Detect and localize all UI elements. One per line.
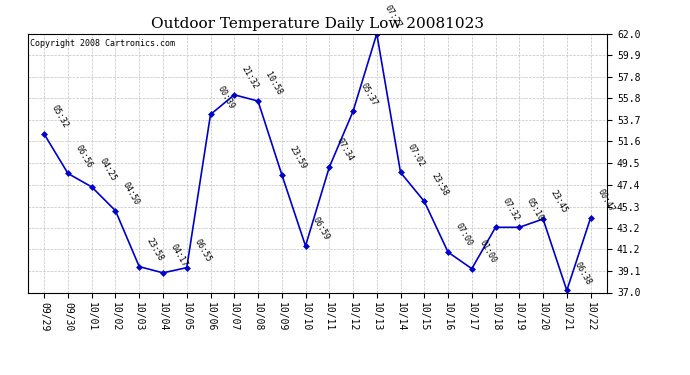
Text: 04:17: 04:17 [168,243,189,268]
Text: 05:32: 05:32 [50,104,70,130]
Text: 00:47: 00:47 [596,188,616,214]
Text: 06:55: 06:55 [193,237,213,264]
Text: 06:38: 06:38 [573,260,593,286]
Text: 04:25: 04:25 [97,157,117,183]
Text: Copyright 2008 Cartronics.com: Copyright 2008 Cartronics.com [30,39,175,48]
Text: 01:00: 01:00 [477,238,497,264]
Text: 05:37: 05:37 [359,81,379,107]
Text: 06:59: 06:59 [311,216,331,242]
Text: 23:59: 23:59 [287,144,308,170]
Text: 06:56: 06:56 [74,143,94,169]
Text: 00:39: 00:39 [216,84,237,110]
Text: 04:50: 04:50 [121,180,141,207]
Text: 05:10: 05:10 [525,197,545,223]
Text: 10:58: 10:58 [264,71,284,97]
Text: 07:00: 07:00 [453,222,474,248]
Text: 23:45: 23:45 [549,189,569,215]
Text: 23:58: 23:58 [430,171,450,197]
Text: 07:34: 07:34 [335,137,355,163]
Text: 07:32: 07:32 [501,197,522,223]
Text: 07:27: 07:27 [382,3,403,30]
Title: Outdoor Temperature Daily Low 20081023: Outdoor Temperature Daily Low 20081023 [151,17,484,31]
Text: 21:32: 21:32 [240,64,260,91]
Text: 07:02: 07:02 [406,142,426,168]
Text: 23:58: 23:58 [145,236,165,262]
